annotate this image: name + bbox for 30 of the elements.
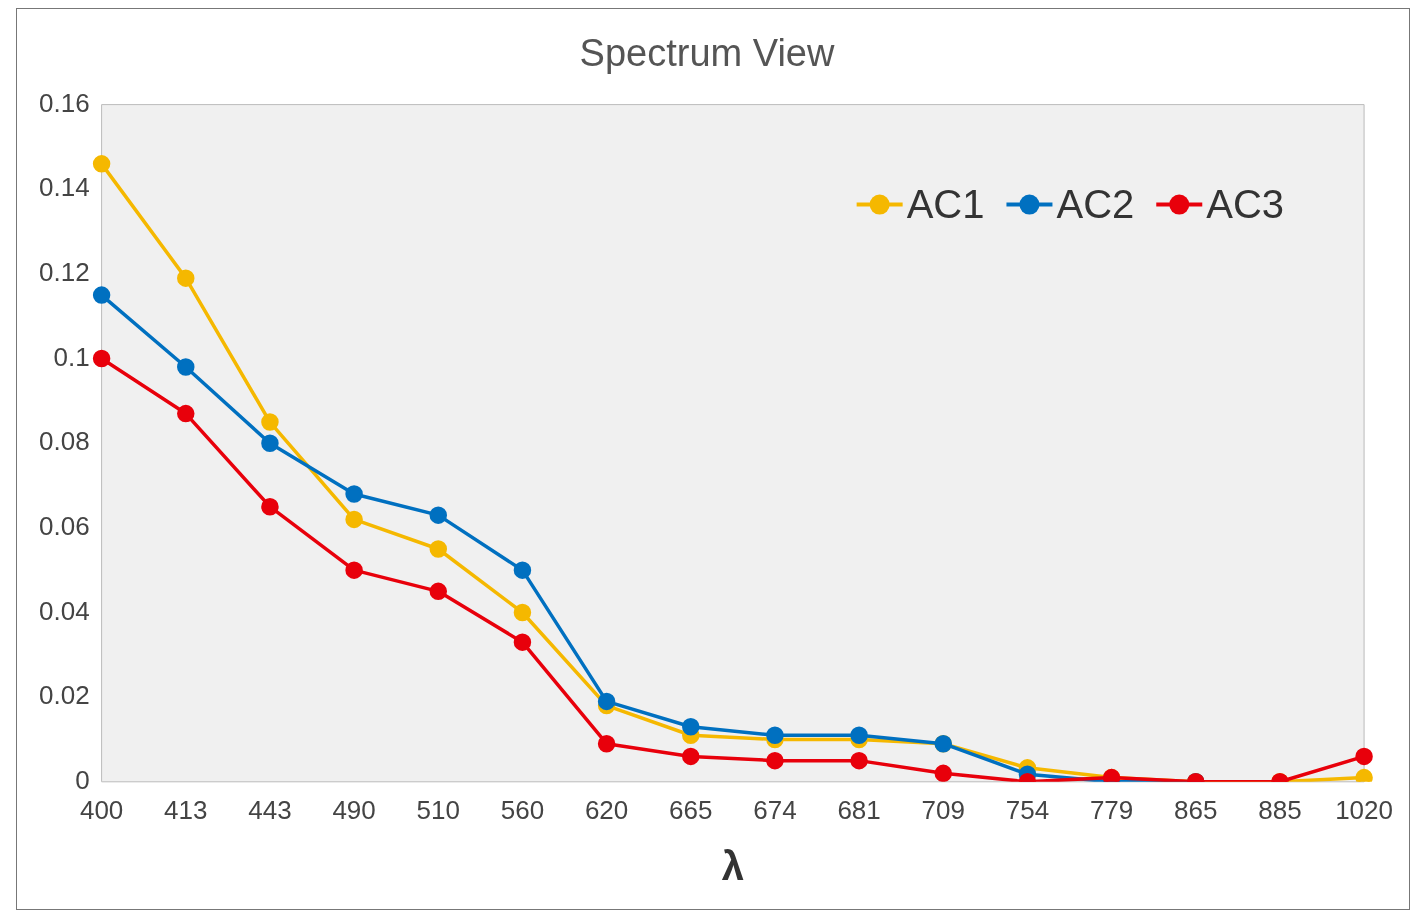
- y-tick-label: 0.08: [38, 426, 90, 457]
- x-tick-label: 400: [79, 794, 124, 825]
- x-tick-label: 665: [669, 794, 713, 825]
- x-tick-label: 674: [753, 794, 797, 825]
- x-tick-label: 709: [921, 794, 965, 825]
- y-tick-label: 0.14: [38, 172, 90, 203]
- x-tick-label: 443: [248, 794, 292, 825]
- x-tick-label: 620: [584, 794, 629, 825]
- x-tick-label: 865: [1174, 794, 1218, 825]
- x-tick-label: 754: [1005, 794, 1050, 825]
- x-tick-label: 560: [500, 794, 545, 825]
- x-tick-label: 490: [332, 794, 376, 825]
- y-tick-label: 0.06: [38, 511, 90, 542]
- x-tick-label: 510: [416, 794, 460, 825]
- y-tick-label: 0.16: [38, 87, 90, 118]
- y-tick-label: 0: [75, 764, 90, 795]
- y-tick-label: 0.12: [38, 257, 90, 288]
- legend-label: AC1: [906, 181, 985, 226]
- x-tick-label: 779: [1089, 794, 1134, 825]
- chart-title: Spectrum View: [579, 32, 835, 75]
- x-axis-title: λ: [721, 844, 744, 889]
- x-tick-label: 681: [837, 794, 881, 825]
- y-tick-label: 0.02: [38, 680, 90, 711]
- legend-label: AC3: [1206, 181, 1285, 226]
- x-tick-label: 885: [1258, 794, 1302, 825]
- x-tick-label: 413: [164, 794, 208, 825]
- y-tick-label: 0.04: [38, 595, 90, 626]
- legend-label: AC2: [1056, 181, 1135, 226]
- y-tick-label: 0.1: [53, 341, 90, 372]
- x-tick-label: 1020: [1335, 794, 1393, 825]
